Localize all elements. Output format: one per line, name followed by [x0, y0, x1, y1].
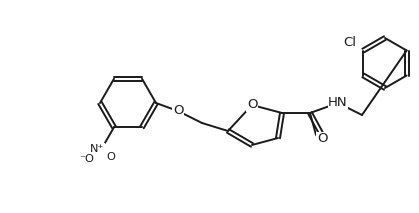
- Text: O: O: [247, 98, 257, 111]
- Text: O: O: [106, 152, 116, 162]
- Text: O: O: [317, 132, 327, 145]
- Text: Cl: Cl: [343, 36, 356, 49]
- Text: N⁺: N⁺: [90, 144, 104, 154]
- Text: HN: HN: [328, 96, 348, 109]
- Text: O: O: [173, 105, 183, 118]
- Text: ⁻O: ⁻O: [80, 154, 94, 164]
